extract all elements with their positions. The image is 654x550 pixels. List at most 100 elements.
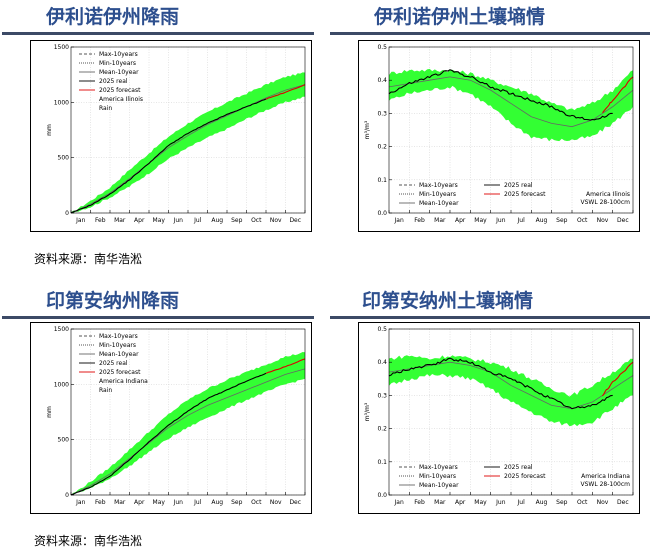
x-tick-label: Apr [134, 499, 145, 506]
x-tick-label: Sep [231, 217, 243, 224]
plot-frame [70, 46, 306, 214]
title-rule-in-rain [2, 316, 314, 319]
y-tick-label: 0.0 [377, 492, 387, 499]
x-tick-label: Feb [414, 217, 425, 224]
x-tick-label: Dec [289, 217, 301, 224]
title-rule-il-rain [2, 32, 314, 35]
legend-region-label: America Ilinois [586, 191, 630, 198]
y-tick-label: 0.5 [377, 44, 387, 51]
y-tick-label: 1000 [54, 99, 69, 106]
y-tick-label: 0.0 [377, 210, 387, 217]
y-tick-label: 0.2 [377, 426, 387, 433]
x-tick-label: Jan [394, 217, 404, 224]
chart-in-soil: 0.0 0.1 0.2 0.3 0.4 0.5 Jan Feb Mar Apr May Jun Jul A… [358, 322, 640, 514]
x-tick-label: Nov [270, 499, 282, 506]
x-tick-label: Jan [394, 499, 404, 506]
y-axis-label: mm [46, 124, 53, 136]
legend-max-label: Max-10years [419, 464, 458, 471]
y-tick-label: 0 [65, 492, 69, 499]
y-tick-label: 0 [65, 210, 69, 217]
real-line [388, 69, 613, 121]
chart-il-soil-svg: 0.0 0.1 0.2 0.3 0.4 0.5 Jan Feb Mar Apr May Jun Jul A… [364, 44, 634, 224]
forecast-line [602, 76, 634, 114]
legend-mean-label: Mean-10year [419, 200, 459, 207]
legend-var-label: VSWL 28-100cm [581, 199, 631, 206]
title-il-rain: 伊利诺伊州降雨 [46, 6, 180, 28]
x-tick-label: Jul [517, 217, 526, 224]
x-tick-label: Aug [211, 217, 223, 224]
legend-real-label: 2025 real [504, 182, 533, 189]
y-tick-label: 1500 [54, 44, 69, 51]
x-tick-label: Oct [577, 499, 588, 506]
range-band [71, 72, 305, 214]
x-tick-label: Dec [617, 499, 629, 506]
x-tick-label: Jan [75, 217, 85, 224]
x-tick-label: Jan [75, 499, 85, 506]
x-tick-label: Nov [270, 217, 282, 224]
legend-region-label: America Indiana [99, 378, 148, 385]
x-tick-label: Mar [434, 499, 446, 506]
x-tick-label: May [474, 217, 487, 224]
legend-forecast-label: 2025 forecast [504, 191, 546, 198]
legend-real-label: 2025 real [99, 78, 128, 85]
forecast-line [602, 361, 634, 397]
x-tick-label: Apr [455, 217, 466, 224]
legend-forecast-label: 2025 forecast [504, 473, 546, 480]
y-axis-label: mm [46, 406, 53, 418]
chart-in-rain: 0 500 1000 1500 Jan Feb Mar Apr May Jun Jul Aug Sep O… [30, 322, 312, 514]
legend-mean-label: Mean-10year [99, 351, 139, 358]
x-tick-label: Jul [193, 217, 202, 224]
legend-region-label: America Indiana [581, 473, 630, 480]
x-tick-label: Nov [597, 217, 609, 224]
y-axis-label: m³/m³ [364, 402, 371, 421]
legend-min-label: Min-10years [419, 473, 456, 480]
range-band [389, 68, 633, 142]
legend-mean-label: Mean-10year [419, 482, 459, 489]
mean-line [70, 368, 306, 496]
legend-var-label: VSWL 28-100cm [581, 481, 631, 488]
x-tick-label: Dec [617, 217, 629, 224]
real-line [70, 372, 267, 496]
x-tick-label: Oct [577, 217, 588, 224]
y-tick-label: 500 [58, 437, 70, 444]
title-il-soil: 伊利诺伊州土壤墒情 [374, 6, 546, 28]
x-tick-label: Mar [114, 217, 126, 224]
x-tick-label: Mar [114, 499, 126, 506]
y-tick-label: 0.3 [377, 110, 387, 117]
y-tick-label: 1500 [54, 326, 69, 333]
legend-mean-label: Mean-10year [99, 69, 139, 76]
x-tick-label: Jun [495, 217, 506, 224]
x-tick-label: Sep [556, 217, 568, 224]
x-tick-label: May [153, 217, 166, 224]
y-axis-label: m³/m³ [364, 120, 371, 139]
y-tick-label: 0.2 [377, 144, 387, 151]
legend-real-label: 2025 real [504, 464, 533, 471]
x-tick-label: Feb [414, 499, 425, 506]
x-tick-label: Mar [434, 217, 446, 224]
y-tick-label: 0.4 [377, 77, 387, 84]
x-tick-label: Jun [173, 499, 184, 506]
legend-forecast-label: 2025 forecast [99, 369, 141, 376]
x-tick-label: Jul [517, 499, 526, 506]
x-tick-label: Jun [495, 499, 506, 506]
y-tick-label: 500 [58, 155, 70, 162]
x-tick-label: Feb [95, 217, 106, 224]
mean-line [388, 76, 634, 128]
real-line [70, 98, 267, 214]
legend-min-label: Min-10years [99, 60, 136, 67]
mean-line [388, 361, 634, 410]
x-tick-label: May [474, 499, 487, 506]
x-tick-label: Dec [289, 499, 301, 506]
x-tick-label: Jun [173, 217, 184, 224]
plot-frame [388, 46, 634, 214]
y-tick-label: 1000 [54, 381, 69, 388]
x-tick-label: Nov [597, 499, 609, 506]
chart-il-rain-svg: 0 500 1000 1500 Jan Feb Mar Apr May Jun Jul Aug Sep O… [46, 44, 306, 224]
x-tick-label: Jul [193, 499, 202, 506]
legend-min-label: Min-10years [419, 191, 456, 198]
forecast-line [265, 84, 306, 100]
real-line [388, 357, 613, 410]
chart-il-soil: 0.0 0.1 0.2 0.3 0.4 0.5 Jan Feb Mar Apr May Jun Jul A… [358, 40, 640, 232]
legend-region-label: America Ilinois [99, 96, 143, 103]
chart-il-rain: 0 500 1000 1500 Jan Feb Mar Apr May Jun Jul Aug Sep O… [30, 40, 312, 232]
